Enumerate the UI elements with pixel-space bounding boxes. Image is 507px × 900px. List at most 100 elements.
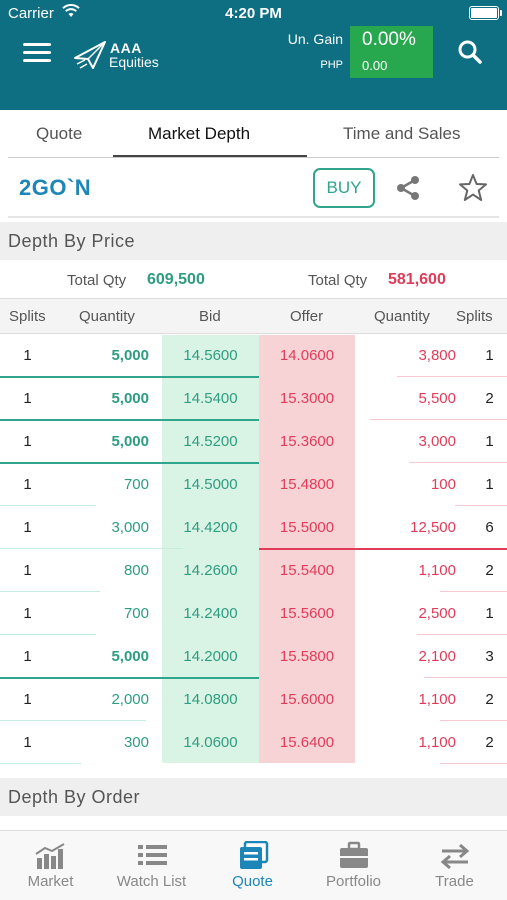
nav-trade[interactable]: Trade — [404, 831, 505, 900]
bid-depth-bar — [0, 634, 97, 635]
unrealized-gain-box: 0.00% 0.00 — [350, 26, 433, 78]
bid-price: 14.5600 — [183, 347, 238, 364]
list-icon — [138, 845, 167, 865]
battery-icon — [469, 6, 502, 20]
offer-quantity: 5,500 — [418, 390, 456, 407]
offer-depth-bar — [396, 376, 507, 377]
table-row[interactable]: 1 5,000 14.2000 15.5800 2,100 3 — [0, 636, 507, 679]
offer-depth-bar — [409, 462, 507, 463]
offer-splits: 3 — [485, 648, 494, 665]
bid-price: 14.2000 — [183, 648, 238, 665]
share-icon[interactable] — [394, 174, 422, 202]
offer-quantity: 1,100 — [418, 562, 456, 579]
offer-quantity: 2,500 — [418, 605, 456, 622]
bid-depth-bar — [0, 677, 259, 679]
bid-depth-bar — [0, 720, 146, 721]
bid-splits: 1 — [23, 390, 32, 407]
bid-splits: 1 — [23, 648, 32, 665]
table-row[interactable]: 1 800 14.2600 15.5400 1,100 2 — [0, 550, 507, 593]
table-row[interactable]: 1 2,000 14.0800 15.6000 1,100 2 — [0, 679, 507, 722]
gain-percent: 0.00% — [362, 29, 416, 50]
offer-splits: 2 — [485, 562, 494, 579]
nav-trade-label: Trade — [435, 873, 474, 890]
table-row[interactable]: 1 5,000 14.5600 14.0600 3,800 1 — [0, 335, 507, 378]
bid-depth-bar — [0, 462, 259, 464]
buy-button[interactable]: BUY — [313, 168, 375, 208]
offer-quantity: 1,100 — [418, 691, 456, 708]
bid-depth-bar — [0, 763, 82, 764]
offer-depth-bar — [259, 548, 507, 550]
wifi-icon — [62, 4, 80, 17]
table-row[interactable]: 1 5,000 14.5200 15.3600 3,000 1 — [0, 421, 507, 464]
brand-name-line2: Equities — [109, 54, 159, 70]
bid-quantity: 3,000 — [111, 519, 149, 536]
bid-splits: 1 — [23, 734, 32, 751]
tab-quote[interactable]: Quote — [36, 124, 83, 143]
bid-depth-bar — [0, 548, 184, 549]
bid-splits: 1 — [23, 562, 32, 579]
bid-quantity: 300 — [123, 734, 149, 751]
paper-plane-icon — [74, 41, 106, 69]
offer-splits: 1 — [485, 476, 494, 493]
offer-price: 15.3600 — [279, 433, 335, 450]
bid-quantity: 800 — [123, 562, 149, 579]
bid-splits: 1 — [23, 519, 32, 536]
col-offer: Offer — [290, 308, 324, 325]
offer-depth-bar — [369, 419, 507, 420]
table-row[interactable]: 1 300 14.0600 15.6400 1,100 2 — [0, 722, 507, 765]
offer-splits: 2 — [485, 691, 494, 708]
bid-quantity: 700 — [123, 605, 149, 622]
bottom-nav: Market Watch List Quote Portfolio Tr — [0, 830, 507, 900]
table-row[interactable]: 1 700 14.2400 15.5600 2,500 1 — [0, 593, 507, 636]
bid-quantity: 5,000 — [111, 433, 149, 450]
bid-price: 14.5200 — [183, 433, 238, 450]
tab-time-and-sales[interactable]: Time and Sales — [343, 124, 461, 143]
table-row[interactable]: 1 5,000 14.5400 15.3000 5,500 2 — [0, 378, 507, 421]
bid-price: 14.5400 — [183, 390, 238, 407]
bid-quantity: 5,000 — [111, 648, 149, 665]
unrealized-gain-label: Un. Gain — [287, 31, 343, 47]
offer-depth-bar — [423, 677, 507, 678]
col-bid-splits: Splits — [9, 308, 46, 325]
tab-market-depth[interactable]: Market Depth — [148, 124, 251, 143]
nav-portfolio-label: Portfolio — [325, 873, 382, 890]
depth-by-price-header: Depth By Price — [0, 222, 507, 260]
tabs-divider — [8, 157, 499, 158]
table-row[interactable]: 1 3,000 14.4200 15.5000 12,500 6 — [0, 507, 507, 550]
offer-quantity: 3,000 — [418, 433, 456, 450]
offer-splits: 6 — [485, 519, 494, 536]
offer-price: 15.5800 — [279, 648, 335, 665]
nav-watch-list-label: Watch List — [116, 873, 187, 890]
nav-market-label: Market — [27, 873, 74, 890]
offer-price: 15.6000 — [279, 691, 335, 708]
offer-price: 14.0600 — [279, 347, 335, 364]
bid-quantity: 700 — [123, 476, 149, 493]
bid-splits: 1 — [23, 605, 32, 622]
col-offer-splits: Splits — [456, 308, 493, 325]
offer-price: 15.6400 — [279, 734, 335, 751]
offer-price: 15.5600 — [279, 605, 335, 622]
carrier-label: Carrier — [8, 5, 54, 22]
hamburger-menu-icon[interactable] — [23, 42, 51, 64]
nav-market[interactable]: Market — [0, 831, 101, 900]
bid-price: 14.5000 — [183, 476, 238, 493]
nav-quote[interactable]: Quote — [202, 831, 303, 900]
status-bar: Carrier 4:20 PM — [0, 0, 507, 26]
nav-portfolio[interactable]: Portfolio — [303, 831, 404, 900]
gain-amount: 0.00 — [362, 58, 388, 73]
star-icon[interactable] — [458, 173, 488, 203]
bid-price: 14.0800 — [183, 691, 238, 708]
offer-depth-bar — [417, 634, 507, 635]
search-icon[interactable] — [457, 39, 483, 65]
bid-splits: 1 — [23, 476, 32, 493]
status-time: 4:20 PM — [225, 5, 282, 22]
bid-quantity: 5,000 — [111, 390, 149, 407]
offer-price: 15.5000 — [279, 519, 335, 536]
table-row[interactable]: 1 700 14.5000 15.4800 100 1 — [0, 464, 507, 507]
bid-quantity: 2,000 — [111, 691, 149, 708]
nav-watch-list[interactable]: Watch List — [101, 831, 202, 900]
col-bid: Bid — [199, 308, 221, 325]
nav-quote-label: Quote — [232, 873, 273, 890]
offer-price: 15.5400 — [279, 562, 335, 579]
briefcase-icon — [340, 841, 368, 868]
